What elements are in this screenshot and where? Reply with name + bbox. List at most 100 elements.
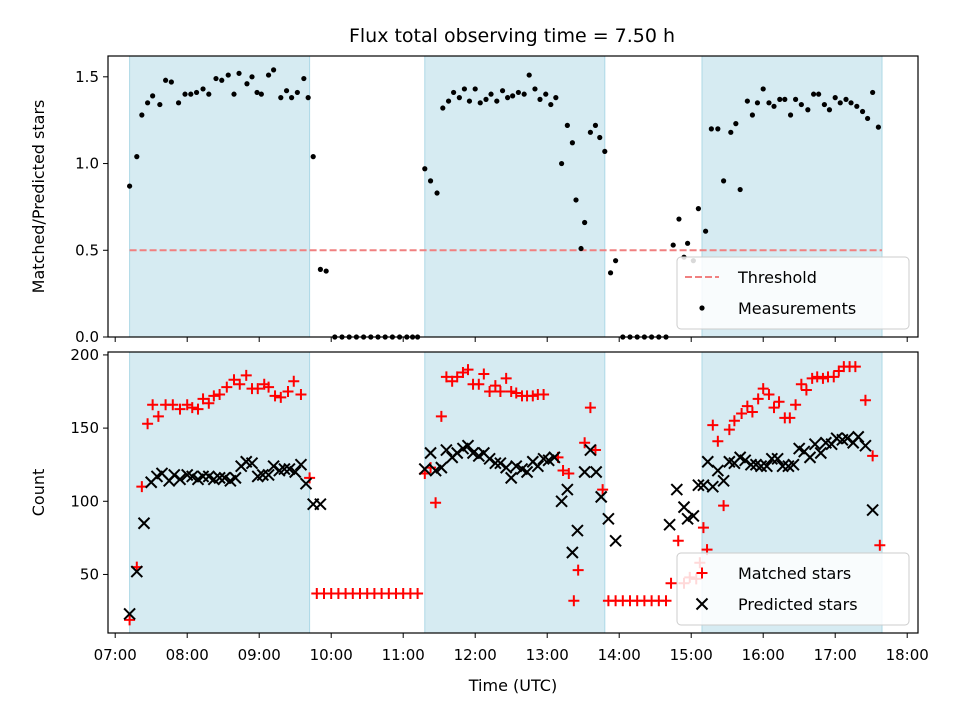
measurements-point — [613, 258, 619, 264]
predicted-stars-point — [555, 495, 568, 508]
measurements-point — [771, 103, 777, 109]
y-tick-label: 50 — [80, 565, 99, 583]
measurements-point — [521, 91, 527, 97]
top-y-axis-label: Matched/Predicted stars — [29, 100, 48, 294]
measurements-point — [466, 98, 473, 104]
measurements-point — [163, 77, 169, 83]
matched-stars-point — [152, 410, 164, 422]
measurements-point — [875, 124, 882, 130]
legend-handle — [695, 597, 709, 611]
predicted-stars-point — [571, 524, 584, 537]
matched-stars-point — [208, 390, 220, 402]
measurements-point — [271, 67, 277, 73]
measurements-point — [139, 112, 145, 118]
matched-stars-point — [412, 587, 424, 599]
measurements-point — [434, 190, 440, 196]
measurements-point — [708, 126, 714, 132]
x-tick-label: 09:00 — [238, 646, 281, 664]
matched-stars-point — [275, 391, 287, 403]
matched-stars-point — [494, 386, 506, 398]
measurements-point — [811, 91, 817, 97]
x-tick-label: 17:00 — [814, 646, 857, 664]
measurements-point — [728, 129, 734, 135]
observing-window-shade — [424, 55, 606, 338]
measurements-point — [310, 154, 316, 160]
measurements-point — [676, 216, 682, 222]
measurements-point — [526, 72, 532, 78]
measurements-point — [787, 112, 794, 118]
matched-stars-point — [712, 435, 724, 447]
matched-stars-point — [817, 372, 829, 384]
matched-stars-point — [572, 564, 584, 576]
measurements-point — [532, 86, 538, 92]
matched-stars-point — [752, 393, 764, 405]
predicted-stars-point — [424, 446, 437, 460]
predicted-stars-point — [229, 471, 242, 485]
measurements-point — [294, 89, 300, 96]
measurements-series — [127, 67, 882, 340]
measurements-point — [258, 91, 264, 97]
matched-stars-point — [568, 595, 580, 607]
measurements-point — [515, 89, 522, 96]
x-tick-label: 12:00 — [454, 646, 497, 664]
matched-stars-point — [597, 484, 609, 496]
legend-box — [676, 552, 910, 626]
predicted-stars-point — [499, 461, 513, 474]
legend-handle — [696, 567, 708, 579]
measurements-point — [597, 134, 603, 141]
measurements-point — [244, 81, 250, 87]
x-tick-label: 07:00 — [94, 646, 137, 664]
matched-stars-point — [538, 388, 550, 400]
predicted-stars-point — [314, 498, 327, 511]
matched-stars-point — [142, 418, 154, 430]
measurements-point — [145, 100, 151, 106]
predicted-stars-point — [245, 457, 259, 470]
matched-stars-point — [579, 437, 591, 449]
legend-label: Predicted stars — [738, 595, 858, 614]
legend-label: Threshold — [737, 268, 817, 287]
measurements-point — [249, 74, 255, 80]
measurements-point — [182, 91, 188, 97]
measurements-point — [456, 95, 462, 101]
measurements-point — [440, 105, 446, 111]
y-tick-label: 0.0 — [75, 328, 99, 346]
predicted-stars-point — [548, 451, 561, 464]
matched-stars-point — [728, 415, 740, 427]
matched-stars-point — [707, 419, 719, 431]
predicted-stars-point — [435, 461, 448, 474]
matched-stars-point — [806, 372, 818, 384]
predicted-stars-point — [711, 464, 725, 477]
x-tick-label: 14:00 — [598, 646, 641, 664]
bottom-legend: Matched stars Predicted stars — [676, 552, 910, 626]
measurements-point — [451, 89, 457, 96]
predicted-stars-point — [692, 478, 705, 492]
measurements-point — [721, 178, 727, 184]
measurements-point — [200, 86, 206, 92]
measurements-point — [816, 91, 822, 97]
measurements-point — [289, 95, 295, 101]
predicted-stars-point — [859, 439, 872, 452]
predicted-stars-point — [776, 459, 789, 473]
matched-stars-point — [295, 388, 307, 400]
measurements-point — [213, 75, 219, 82]
matched-stars-point — [252, 383, 264, 395]
measurements-point — [865, 115, 871, 122]
predicted-stars-point — [278, 462, 291, 476]
measurements-point — [715, 126, 721, 132]
matched-stars-series — [124, 361, 886, 626]
predicted-stars-point — [461, 439, 475, 452]
matched-stars-point — [124, 614, 136, 626]
measurements-point — [193, 89, 200, 96]
predicted-stars-point — [602, 512, 615, 526]
matched-stars-point — [584, 402, 596, 414]
matched-stars-point — [660, 595, 672, 607]
predicted-stars-point — [609, 534, 622, 548]
measurements-point — [499, 88, 506, 94]
bottom-y-axis-label: Count — [29, 469, 48, 517]
legend-handle — [699, 305, 705, 311]
measurements-point — [602, 148, 608, 155]
matched-stars-point — [228, 374, 240, 386]
measurements-point — [236, 70, 242, 76]
predicted-stars-point — [808, 437, 822, 451]
x-tick-label: 16:00 — [742, 646, 785, 664]
